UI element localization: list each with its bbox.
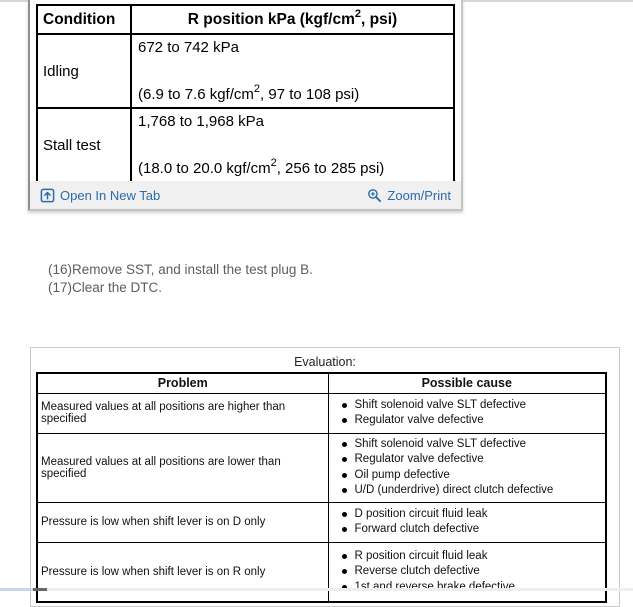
- open-in-new-tab-link[interactable]: Open In New Tab: [40, 188, 160, 203]
- bullet-icon: [342, 512, 347, 517]
- bullet-icon: [342, 418, 347, 423]
- cause-item: R position circuit fluid leak: [355, 549, 488, 565]
- bullet-icon: [342, 569, 347, 574]
- spec-header-pressure-text: R position kPa (kgf/cm: [188, 12, 355, 29]
- cause-item: Reverse clutch defective: [355, 564, 480, 580]
- evaluation-table: Problem Possible cause Measured values a…: [36, 372, 607, 603]
- alt-units-text: (6.9 to 7.6 kgf/cm: [138, 86, 254, 103]
- causes-cell: Shift solenoid valve SLT defective Regul…: [328, 393, 606, 433]
- spec-row-stall-test: Stall test 1,768 to 1,968 kPa (18.0 to 2…: [37, 108, 454, 182]
- zoom-print-link[interactable]: Zoom/Print: [367, 188, 451, 203]
- bullet-icon: [342, 442, 347, 447]
- step-17: (17)Clear the DTC.: [48, 279, 313, 297]
- cause-item: Forward clutch defective: [355, 522, 480, 538]
- bullet-icon: [342, 554, 347, 559]
- bullet-icon: [342, 403, 347, 408]
- alt-units-value: (6.9 to 7.6 kgf/cm2, 97 to 108 psi): [138, 84, 447, 103]
- evaluation-header-row: Problem Possible cause: [37, 373, 606, 393]
- pressure-spec-table: Condition R position kPa (kgf/cm2, psi) …: [36, 4, 455, 183]
- problem-cell: Pressure is low when shift lever is on D…: [37, 502, 328, 542]
- spec-condition-cell: Stall test: [37, 108, 131, 182]
- spec-header-condition: Condition: [37, 5, 131, 34]
- evaluation-title: Evaluation:: [31, 348, 619, 372]
- spec-row-idling: Idling 672 to 742 kPa (6.9 to 7.6 kgf/cm…: [37, 34, 454, 108]
- causes-cell: R position circuit fluid leak Reverse cl…: [328, 542, 606, 602]
- evaluation-row: Pressure is low when shift lever is on D…: [37, 502, 606, 542]
- alt-units-text2: , 97 to 108 psi): [260, 86, 359, 103]
- squared-superscript: 2: [254, 83, 260, 95]
- bullet-icon: [342, 457, 347, 462]
- cause-item: D position circuit fluid leak: [355, 507, 488, 523]
- spec-header-pressure: R position kPa (kgf/cm2, psi): [131, 5, 454, 34]
- evaluation-row: Measured values at all positions are hig…: [37, 393, 606, 433]
- problem-column-header: Problem: [37, 373, 328, 393]
- alt-units-value: (18.0 to 20.0 kgf/cm2, 256 to 285 psi): [138, 158, 447, 177]
- problem-cell: Pressure is low when shift lever is on R…: [37, 542, 328, 602]
- evaluation-section: Evaluation: Problem Possible cause Measu…: [30, 347, 620, 607]
- evaluation-row: Pressure is low when shift lever is on R…: [37, 542, 606, 602]
- cause-item: Regulator valve defective: [355, 413, 484, 429]
- spec-condition-cell: Idling: [37, 34, 131, 108]
- bullet-icon: [342, 527, 347, 532]
- cause-item: Regulator valve defective: [355, 452, 484, 468]
- cause-item: Shift solenoid valve SLT defective: [355, 398, 527, 414]
- alt-units-text2: , 256 to 285 psi): [277, 160, 385, 177]
- spec-pressure-cell: 672 to 742 kPa (6.9 to 7.6 kgf/cm2, 97 t…: [131, 34, 454, 108]
- causes-cell: D position circuit fluid leak Forward cl…: [328, 502, 606, 542]
- squared-superscript: 2: [355, 8, 361, 20]
- problem-cell: Measured values at all positions are low…: [37, 433, 328, 502]
- open-in-new-tab-label: Open In New Tab: [60, 188, 160, 203]
- causes-cell: Shift solenoid valve SLT defective Regul…: [328, 433, 606, 502]
- kpa-value: 672 to 742 kPa: [138, 39, 447, 56]
- spec-pressure-cell: 1,768 to 1,968 kPa (18.0 to 20.0 kgf/cm2…: [131, 108, 454, 182]
- squared-superscript: 2: [271, 157, 277, 169]
- open-in-new-tab-icon: [40, 188, 55, 203]
- cause-item: U/D (underdrive) direct clutch defective: [355, 483, 554, 499]
- embedded-table-frame: Condition R position kPa (kgf/cm2, psi) …: [28, 0, 463, 211]
- procedure-steps: (16)Remove SST, and install the test plu…: [48, 261, 313, 297]
- magnifier-plus-icon: [367, 188, 382, 203]
- frame-toolbar: Open In New Tab Zoom/Print: [30, 181, 461, 209]
- spec-header-row: Condition R position kPa (kgf/cm2, psi): [37, 5, 454, 34]
- zoom-print-label: Zoom/Print: [387, 188, 451, 203]
- spec-header-pressure-text2: , psi): [361, 12, 397, 29]
- bullet-icon: [342, 488, 347, 493]
- problem-cell: Measured values at all positions are hig…: [37, 393, 328, 433]
- evaluation-row: Measured values at all positions are low…: [37, 433, 606, 502]
- step-16: (16)Remove SST, and install the test plu…: [48, 261, 313, 279]
- cause-item: Shift solenoid valve SLT defective: [355, 437, 527, 453]
- alt-units-text: (18.0 to 20.0 kgf/cm: [138, 160, 271, 177]
- kpa-value: 1,768 to 1,968 kPa: [138, 113, 447, 130]
- cause-column-header: Possible cause: [328, 373, 606, 393]
- bullet-icon: [342, 473, 347, 478]
- cause-item: Oil pump defective: [355, 468, 450, 484]
